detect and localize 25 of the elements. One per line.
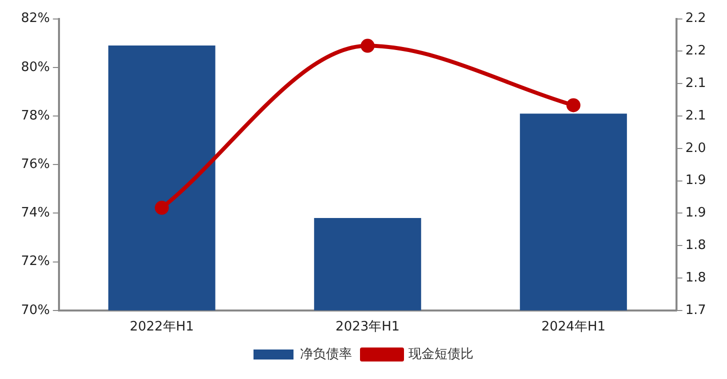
y2-tick-label: 2.1 bbox=[685, 76, 706, 91]
y2-tick-label: 1.9 bbox=[685, 206, 706, 221]
y-tick-label: 74% bbox=[20, 206, 50, 221]
point bbox=[360, 38, 375, 53]
point bbox=[566, 98, 580, 112]
legend-label: 净负债率 bbox=[300, 346, 352, 362]
y-tick-label: 76% bbox=[20, 156, 50, 172]
y2-tick-label: 2.2 bbox=[685, 11, 706, 26]
x-tick-label: 2023年H1 bbox=[336, 320, 400, 335]
y2-tick-label: 2.2 bbox=[685, 44, 706, 59]
y-tick-label: 78% bbox=[20, 108, 50, 124]
y2-tick-label: 1.8 bbox=[685, 238, 706, 253]
y-tick-label: 82% bbox=[20, 11, 50, 26]
x-tick-label: 2022年H1 bbox=[130, 320, 194, 335]
y2-tick-label: 1.9 bbox=[685, 173, 706, 188]
y2-tick-label: 1.7 bbox=[685, 302, 706, 318]
y2-tick-label: 1.8 bbox=[685, 270, 706, 286]
legend-label: 现金短债比 bbox=[408, 346, 474, 362]
y-tick-label: 70% bbox=[20, 302, 50, 318]
y2-tick-label: 2.1 bbox=[685, 108, 706, 124]
x-tick-label: 2024年H1 bbox=[541, 320, 606, 335]
y2-tick-label: 2.0 bbox=[685, 140, 706, 156]
y-tick-label: 80% bbox=[20, 60, 50, 75]
point bbox=[154, 200, 169, 215]
y-tick-label: 72% bbox=[20, 254, 50, 270]
